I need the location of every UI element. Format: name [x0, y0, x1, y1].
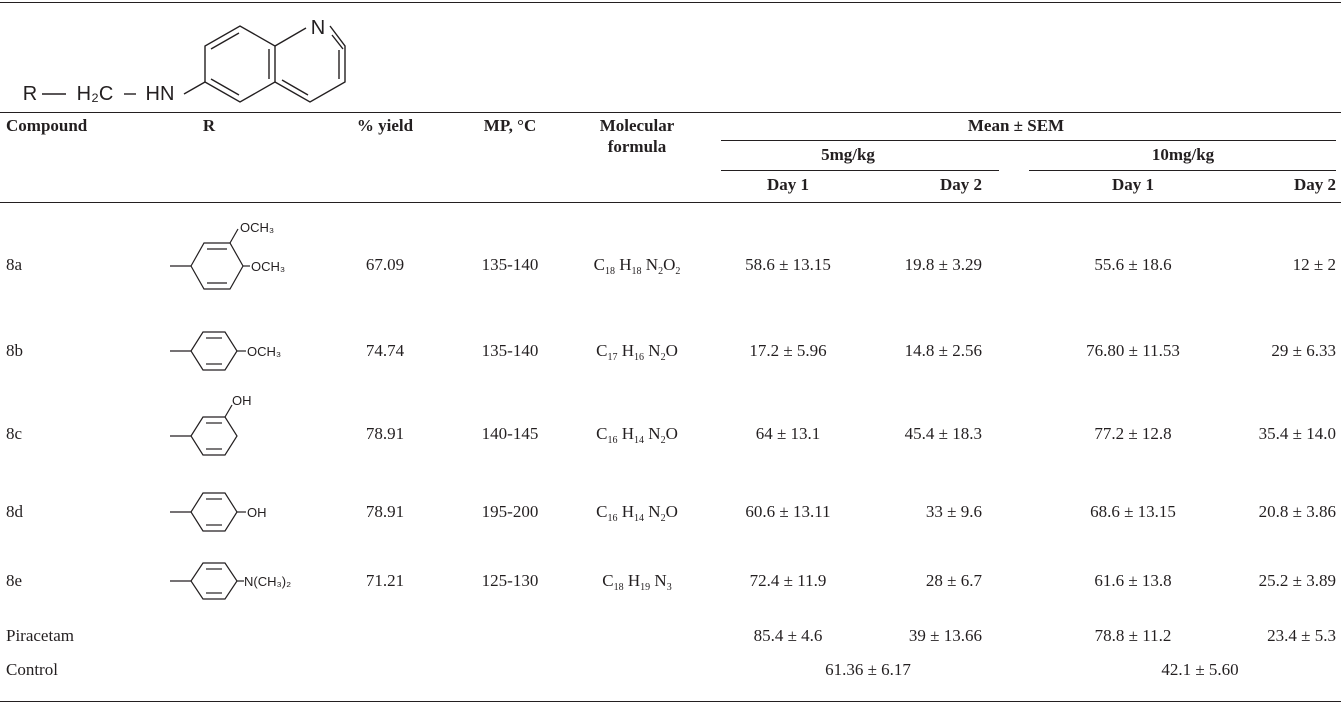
header-day1-5: Day 1 — [766, 175, 810, 194]
row-8b-och3: OCH₃ — [247, 344, 281, 359]
header-day2-5: Day 2 — [939, 175, 982, 194]
row-8d-yield: 78.91 — [365, 502, 405, 521]
header-day1-10: Day 1 — [1111, 175, 1155, 194]
header-day2-10: Day 2 — [1293, 175, 1336, 194]
header-r: R — [202, 116, 216, 135]
row-8c-day2-10: 35.4 ± 14.0 — [1258, 424, 1336, 443]
row-8e-yield: 71.21 — [365, 571, 405, 590]
row-8d-day2-10: 20.8 ± 3.86 — [1258, 502, 1336, 521]
row-control-mean-5: 61.36 ± 6.17 — [825, 660, 911, 679]
mean-sem-rule — [721, 140, 1336, 141]
row-control-compound: Control — [6, 660, 58, 679]
row-8c-r-structure: OH — [170, 393, 252, 456]
row-8d-formula: C16 H14 N2O — [596, 502, 678, 524]
bottom-rule — [0, 701, 1341, 702]
row-8b-day2-5: 14.8 ± 2.56 — [904, 341, 982, 360]
row-8b-day1-10: 76.80 ± 11.53 — [1086, 341, 1180, 360]
row-8a-day1-10: 55.6 ± 18.6 — [1094, 255, 1172, 274]
dose-5-rule — [721, 170, 999, 171]
row-8a-yield: 67.09 — [365, 255, 405, 274]
row-8c-day2-5: 45.4 ± 18.3 — [904, 424, 982, 443]
row-8d-mp: 195-200 — [481, 502, 539, 521]
row-8d-compound: 8d — [6, 502, 23, 521]
row-8e-day2-10: 25.2 ± 3.89 — [1258, 571, 1336, 590]
row-piracetam-compound: Piracetam — [6, 626, 74, 645]
row-8e-day1-5: 72.4 ± 11.9 — [749, 571, 827, 590]
header-formula-line1: Molecular — [599, 116, 675, 135]
row-8a-day2-5: 19.8 ± 3.29 — [904, 255, 982, 274]
header-top-rule — [0, 112, 1341, 113]
row-8c-yield: 78.91 — [365, 424, 405, 443]
row-control-mean-10: 42.1 ± 5.60 — [1161, 660, 1239, 679]
row-8d-r-structure: OH — [170, 492, 267, 532]
row-8d-day1-5: 60.6 ± 13.11 — [745, 502, 831, 521]
row-8e-r-structure: N(CH₃)₂ — [170, 562, 291, 600]
header-bottom-rule — [0, 202, 1341, 203]
row-8c-day1-10: 77.2 ± 12.8 — [1094, 424, 1172, 443]
row-8d-day2-5: 33 ± 9.6 — [925, 502, 982, 521]
row-8b-formula: C17 H16 N2O — [596, 341, 678, 363]
row-8d-oh: OH — [247, 505, 267, 520]
row-8e-formula: C18 H19 N3 — [602, 571, 672, 593]
row-8e-compound: 8e — [6, 571, 23, 590]
row-8a-formula: C18 H18 N2O2 — [593, 255, 681, 277]
row-8a-day1-5: 58.6 ± 13.15 — [745, 255, 831, 274]
row-8e-mp: 125-130 — [481, 571, 539, 590]
row-piracetam-day1-10: 78.8 ± 11.2 — [1094, 626, 1172, 645]
row-8c-oh: OH — [232, 393, 252, 408]
row-8b-r-structure: OCH₃ — [170, 331, 281, 371]
header-yield: % yield — [356, 116, 414, 135]
scaffold-h2c-label: H₂C — [77, 83, 114, 105]
row-8a-mp: 135-140 — [481, 255, 539, 274]
scaffold-hn-label: HN — [146, 83, 175, 105]
row-8c-mp: 140-145 — [481, 424, 539, 443]
row-8c-day1-5: 64 ± 13.1 — [755, 424, 821, 443]
row-8b-compound: 8b — [6, 341, 23, 360]
header-compound: Compound — [6, 116, 88, 135]
header-dose-10: 10mg/kg — [1151, 145, 1215, 164]
row-8b-day1-5: 17.2 ± 5.96 — [749, 341, 827, 360]
header-formula-line2: formula — [607, 137, 667, 156]
row-8b-mp: 135-140 — [481, 341, 539, 360]
row-piracetam-day2-5: 39 ± 13.66 — [908, 626, 982, 645]
quinoline-scaffold-structure: R H₂C HN N — [23, 17, 346, 105]
row-8e-nme2: N(CH₃)₂ — [244, 574, 291, 589]
scaffold-n-label: N — [311, 17, 325, 39]
scaffold-r-label: R — [23, 83, 37, 105]
dose-10-rule — [1029, 170, 1336, 171]
row-8e-day2-5: 28 ± 6.7 — [925, 571, 982, 590]
header-mean-sem: Mean ± SEM — [967, 116, 1065, 135]
header-dose-5: 5mg/kg — [821, 145, 875, 164]
row-8d-day1-10: 68.6 ± 13.15 — [1090, 502, 1176, 521]
row-8a-r-structure: OCH₃ OCH₃ — [170, 220, 285, 290]
row-8b-day2-10: 29 ± 6.33 — [1271, 341, 1336, 360]
top-rule — [0, 2, 1341, 3]
row-8c-formula: C16 H14 N2O — [596, 424, 678, 446]
header-mp: MP, °C — [483, 116, 537, 135]
row-8b-yield: 74.74 — [365, 341, 405, 360]
row-8a-och3-right: OCH₃ — [251, 259, 285, 274]
row-8a-compound: 8a — [6, 255, 23, 274]
row-8a-och3-top: OCH₃ — [240, 220, 274, 235]
row-8a-day2-10: 12 ± 2 — [1292, 255, 1336, 274]
row-piracetam-day2-10: 23.4 ± 5.3 — [1267, 626, 1336, 645]
row-8c-compound: 8c — [6, 424, 23, 443]
row-piracetam-day1-5: 85.4 ± 4.6 — [753, 626, 823, 645]
row-8e-day1-10: 61.6 ± 13.8 — [1094, 571, 1172, 590]
